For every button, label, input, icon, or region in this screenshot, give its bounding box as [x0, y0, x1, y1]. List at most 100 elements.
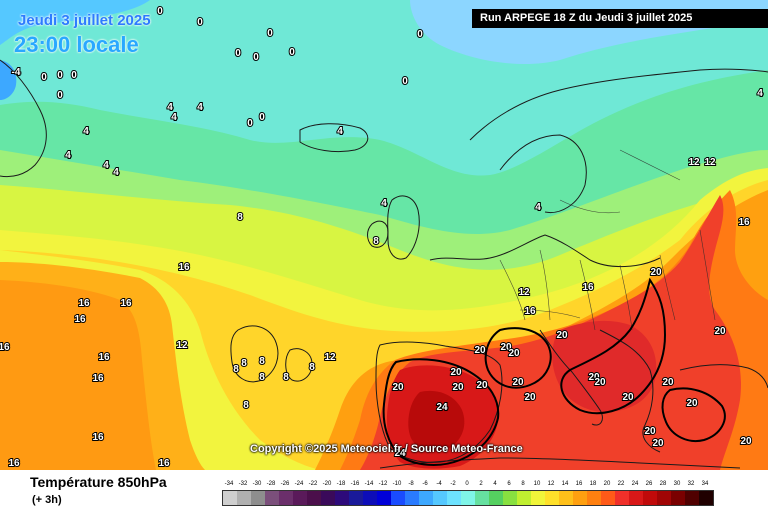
isotherm-value-label: 20	[714, 326, 726, 337]
legend-value-label: -10	[392, 481, 402, 487]
isotherm-value-label: 20	[476, 380, 488, 391]
forecast-step-label: (+ 3h)	[32, 494, 62, 506]
isotherm-value-label: 8	[243, 400, 249, 411]
legend-value-label: 8	[521, 481, 525, 487]
isotherm-value-label: 16	[0, 342, 10, 353]
isotherm-value-label: 8	[233, 364, 239, 375]
isotherm-value-label: 20	[500, 342, 512, 353]
legend-color-swatch	[433, 491, 447, 505]
isotherm-value-label: 0	[41, 72, 47, 83]
isotherm-value-label: 20	[652, 438, 664, 449]
legend-color-swatch	[321, 491, 335, 505]
isotherm-value-label: 8	[309, 362, 315, 373]
legend-color-swatch	[461, 491, 475, 505]
legend-color-swatch	[615, 491, 629, 505]
legend-value-label: 22	[617, 481, 625, 487]
isotherm-value-label: 20	[556, 330, 568, 341]
isotherm-value-label: 0	[57, 70, 63, 81]
legend-value-label: 26	[645, 481, 653, 487]
isotherm-value-label: 20	[740, 436, 752, 447]
legend-color-swatch	[685, 491, 699, 505]
legend-value-label: -34	[224, 481, 234, 487]
legend-color-swatch	[559, 491, 573, 505]
isotherm-value-label: 16	[158, 458, 170, 469]
isotherm-value-label: 16	[74, 314, 86, 325]
isotherm-value-label: 4	[167, 102, 173, 113]
isotherm-value-label: 16	[78, 298, 90, 309]
isotherm-value-label: 24	[394, 448, 406, 459]
forecast-time-label: 23:00 locale	[14, 32, 139, 57]
legend-value-label: -26	[280, 481, 290, 487]
isotherm-value-label: 8	[259, 372, 265, 383]
isotherm-value-label: 20	[650, 267, 662, 278]
isotherm-value-label: 16	[120, 298, 132, 309]
isotherm-value-label: 16	[8, 458, 20, 469]
legend-value-label: -2	[450, 481, 456, 487]
isotherm-value-label: -4	[12, 67, 21, 78]
legend-color-swatch	[251, 491, 265, 505]
isotherm-value-label: 20	[512, 377, 524, 388]
isotherm-value-label: 0	[402, 76, 408, 87]
legend-value-label: 12	[547, 481, 555, 487]
legend-value-label: 10	[533, 481, 541, 487]
legend-color-swatch	[573, 491, 587, 505]
copyright-notice: Copyright ©2025 Meteociel.fr / Source Me…	[250, 443, 523, 455]
temp-band-minus2	[0, 0, 150, 45]
legend-value-label: -32	[238, 481, 248, 487]
legend-value-label: -12	[378, 481, 388, 487]
isotherm-value-label: 8	[241, 358, 247, 369]
isotherm-value-label: 4	[65, 150, 71, 161]
legend-color-swatch	[503, 491, 517, 505]
legend-color-swatch	[489, 491, 503, 505]
isotherm-value-label: 12	[176, 340, 188, 351]
isotherm-value-label: 24	[436, 402, 448, 413]
isotherm-value-label: 16	[524, 306, 536, 317]
legend-value-label: -6	[422, 481, 428, 487]
isotherm-value-label: 4	[337, 126, 343, 137]
isotherm-value-label: 0	[157, 6, 163, 17]
variable-title: Température 850hPa	[30, 474, 167, 490]
legend-color-swatch	[699, 491, 713, 505]
isotherm-value-label: 16	[582, 282, 594, 293]
legend-value-label: 34	[701, 481, 709, 487]
isotherm-value-label: 0	[417, 29, 423, 40]
isotherm-value-label: 0	[71, 70, 77, 81]
legend-value-label: -8	[408, 481, 414, 487]
legend-value-label: 20	[603, 481, 611, 487]
legend-value-label: 30	[673, 481, 681, 487]
country-borders	[499, 149, 716, 331]
coastlines	[0, 59, 768, 469]
legend-color-swatch	[545, 491, 559, 505]
isotherm-value-label: 16	[98, 352, 110, 363]
legend-color-swatch	[237, 491, 251, 505]
isotherm-value-label: 20	[508, 348, 520, 359]
legend-color-swatch	[265, 491, 279, 505]
isotherm-value-label: 16	[92, 432, 104, 443]
isotherm-value-label: 0	[259, 112, 265, 123]
isotherm-value-label: 0	[57, 90, 63, 101]
legend-color-swatch	[531, 491, 545, 505]
isotherm-value-label: 8	[373, 236, 379, 247]
isotherm-value-label: 0	[235, 48, 241, 59]
isotherm-value-label: 20	[686, 398, 698, 409]
legend-color-swatch	[601, 491, 615, 505]
isotherm-value-label: 12	[324, 352, 336, 363]
run-info-banner: Run ARPEGE 18 Z du Jeudi 3 juillet 2025	[472, 9, 768, 28]
isotherm-value-label: 4	[197, 102, 203, 113]
legend-value-label: 6	[507, 481, 511, 487]
legend-value-label: 0	[465, 481, 469, 487]
isotherm-value-label: 4	[171, 112, 177, 123]
isotherm-20	[382, 277, 726, 466]
isotherm-value-label: 16	[738, 217, 750, 228]
isotherm-value-label: 12	[688, 157, 700, 168]
isotherm-value-label: 8	[259, 356, 265, 367]
temp-band-16-west	[0, 280, 156, 470]
isotherm-value-label: 20	[474, 345, 486, 356]
legend-color-swatch	[293, 491, 307, 505]
legend-value-label: -30	[252, 481, 262, 487]
legend-color-swatch	[279, 491, 293, 505]
legend-value-label: 4	[493, 481, 497, 487]
isotherm-value-label: 20	[644, 426, 656, 437]
